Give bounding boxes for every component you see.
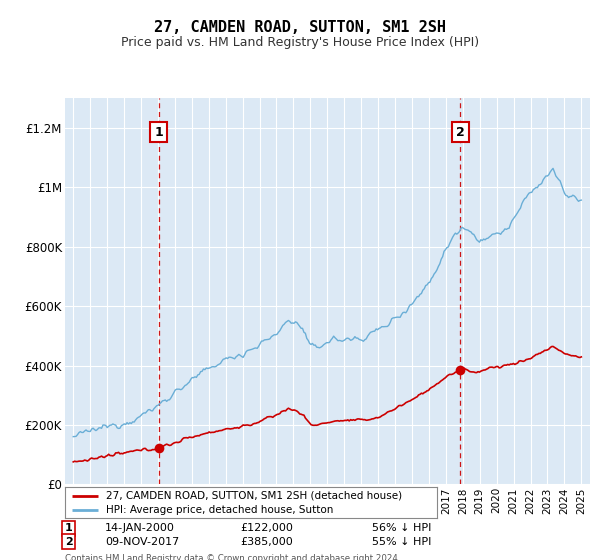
Text: Contains HM Land Registry data © Crown copyright and database right 2024.
This d: Contains HM Land Registry data © Crown c… (65, 554, 400, 560)
Text: 2: 2 (456, 125, 465, 139)
Text: £385,000: £385,000 (240, 536, 293, 547)
Text: 27, CAMDEN ROAD, SUTTON, SM1 2SH: 27, CAMDEN ROAD, SUTTON, SM1 2SH (154, 20, 446, 35)
Text: 2: 2 (65, 536, 73, 547)
Text: 09-NOV-2017: 09-NOV-2017 (105, 536, 179, 547)
Text: £122,000: £122,000 (240, 523, 293, 533)
Text: 1: 1 (65, 523, 73, 533)
Text: 55% ↓ HPI: 55% ↓ HPI (372, 536, 431, 547)
Text: 27, CAMDEN ROAD, SUTTON, SM1 2SH (detached house): 27, CAMDEN ROAD, SUTTON, SM1 2SH (detach… (106, 491, 402, 501)
Text: 56% ↓ HPI: 56% ↓ HPI (372, 523, 431, 533)
Text: 1: 1 (154, 125, 163, 139)
Text: Price paid vs. HM Land Registry's House Price Index (HPI): Price paid vs. HM Land Registry's House … (121, 36, 479, 49)
Text: 14-JAN-2000: 14-JAN-2000 (105, 523, 175, 533)
Text: HPI: Average price, detached house, Sutton: HPI: Average price, detached house, Sutt… (106, 505, 333, 515)
